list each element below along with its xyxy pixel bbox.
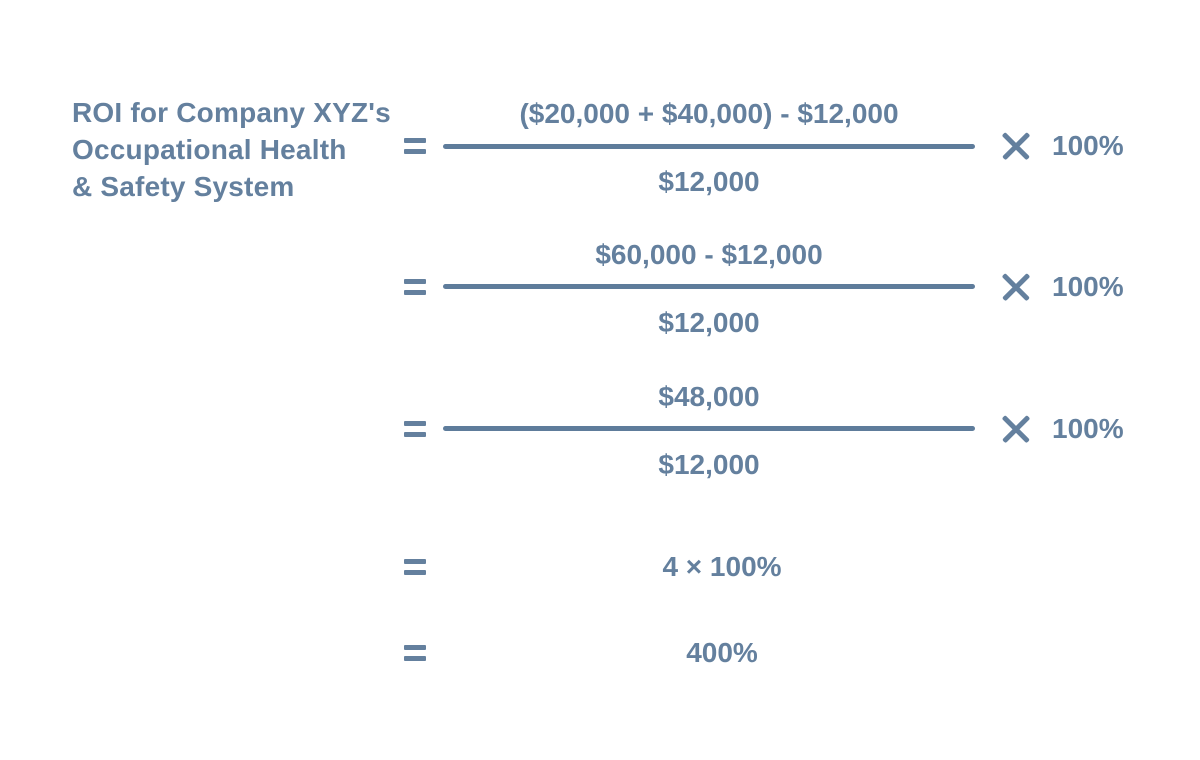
equals-icon (404, 421, 426, 437)
fraction-denominator: $12,000 (658, 307, 760, 338)
fraction-bar (443, 284, 975, 289)
multiply-icon (1002, 132, 1030, 160)
multiply-icon (1002, 273, 1030, 301)
fraction-bar (443, 144, 975, 149)
fraction-denominator: $12,000 (658, 449, 760, 480)
formula-label-line-3: & Safety System (72, 171, 295, 202)
equals-icon (404, 279, 426, 295)
fraction-denominator: $12,000 (658, 166, 760, 197)
equals-icon (404, 645, 426, 661)
fraction-numerator: ($20,000 + $40,000) - $12,000 (519, 98, 899, 129)
percent-label: 100% (1052, 413, 1124, 444)
formula-label-line-1: ROI for Company XYZ's (72, 97, 391, 128)
percent-label: 100% (1052, 271, 1124, 302)
percent-label: 100% (1052, 130, 1124, 161)
formula-label: ROI for Company XYZ's Occupational Healt… (72, 94, 422, 205)
equals-icon (404, 138, 426, 154)
equation-final-result: 400% (686, 637, 758, 668)
formula-label-line-2: Occupational Health (72, 134, 347, 165)
fraction-numerator: $48,000 (658, 381, 760, 412)
equation-result-text: 4 × 100% (662, 551, 782, 582)
fraction-numerator: $60,000 - $12,000 (595, 239, 823, 270)
multiply-icon (1002, 415, 1030, 443)
equals-icon (404, 559, 426, 575)
fraction-bar (443, 426, 975, 431)
